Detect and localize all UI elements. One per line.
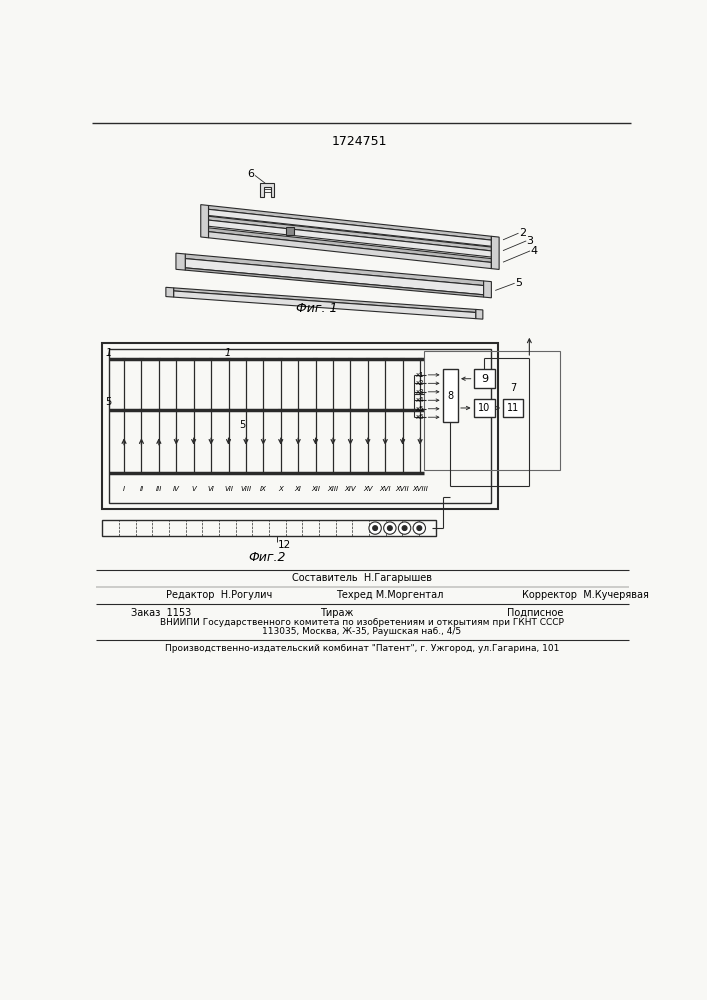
- Text: XIII: XIII: [327, 486, 339, 492]
- Polygon shape: [209, 205, 491, 240]
- Polygon shape: [209, 228, 491, 262]
- Text: 11: 11: [507, 403, 519, 413]
- Polygon shape: [209, 232, 491, 269]
- Text: XVIII: XVIII: [412, 486, 428, 492]
- Bar: [503, 399, 523, 417]
- Circle shape: [373, 526, 378, 530]
- Text: XII: XII: [311, 486, 320, 492]
- Polygon shape: [185, 254, 484, 286]
- Text: 1: 1: [199, 205, 206, 215]
- Text: Корректор  М.Кучерявая: Корректор М.Кучерявая: [522, 590, 649, 600]
- Text: 3: 3: [527, 236, 534, 246]
- Text: VIII: VIII: [240, 486, 252, 492]
- Text: 4: 4: [530, 246, 537, 256]
- Text: Тираж: Тираж: [320, 608, 353, 618]
- Text: XV: XV: [363, 486, 373, 492]
- Bar: [474, 399, 495, 417]
- Polygon shape: [491, 236, 499, 269]
- Text: I: I: [123, 486, 125, 492]
- Text: Техред М.Моргентал: Техред М.Моргентал: [337, 590, 444, 600]
- Text: x3: x3: [415, 389, 424, 395]
- Text: III: III: [156, 486, 162, 492]
- Circle shape: [384, 522, 396, 534]
- Polygon shape: [185, 268, 484, 297]
- Text: x5: x5: [416, 406, 424, 412]
- Text: IX: IX: [260, 486, 267, 492]
- Bar: [103, 343, 498, 509]
- Text: 10: 10: [478, 403, 491, 413]
- Text: Фиг. 1: Фиг. 1: [296, 302, 338, 315]
- Bar: [474, 369, 495, 388]
- Text: IV: IV: [173, 486, 180, 492]
- Polygon shape: [185, 259, 484, 295]
- Text: XIV: XIV: [344, 486, 356, 492]
- Text: XI: XI: [295, 486, 302, 492]
- Text: 5: 5: [515, 278, 522, 288]
- Text: 9: 9: [481, 374, 488, 384]
- Polygon shape: [209, 220, 491, 257]
- Text: VII: VII: [224, 486, 233, 492]
- Polygon shape: [286, 227, 293, 235]
- Text: 1: 1: [105, 348, 112, 358]
- Text: 113035, Москва, Ж-35, Раушская наб., 4/5: 113035, Москва, Ж-35, Раушская наб., 4/5: [262, 627, 462, 636]
- Text: 6: 6: [247, 169, 255, 179]
- Polygon shape: [174, 291, 476, 319]
- Text: Редактор  Н.Рогулич: Редактор Н.Рогулич: [166, 590, 272, 600]
- Polygon shape: [209, 216, 491, 251]
- Bar: [424, 351, 559, 470]
- Text: x6: x6: [415, 414, 424, 420]
- Text: 7: 7: [510, 383, 516, 393]
- Polygon shape: [476, 309, 483, 319]
- Text: Составитель  Н.Гагарышев: Составитель Н.Гагарышев: [292, 573, 432, 583]
- Text: 1: 1: [225, 348, 230, 358]
- Polygon shape: [174, 288, 476, 312]
- Polygon shape: [484, 281, 491, 298]
- Circle shape: [413, 522, 426, 534]
- Text: V: V: [192, 486, 196, 492]
- Polygon shape: [201, 205, 209, 238]
- Text: Заказ  1153: Заказ 1153: [131, 608, 192, 618]
- Text: 2: 2: [519, 228, 526, 238]
- Text: XVI: XVI: [380, 486, 391, 492]
- Text: x1: x1: [415, 372, 424, 378]
- Bar: [103, 520, 436, 536]
- Text: 5: 5: [240, 420, 245, 430]
- Text: 8: 8: [448, 391, 453, 401]
- Text: X: X: [279, 486, 283, 492]
- Text: XVII: XVII: [396, 486, 409, 492]
- Text: Подписное: Подписное: [507, 608, 563, 618]
- Text: II: II: [139, 486, 144, 492]
- Text: x2: x2: [416, 380, 424, 386]
- Text: x4: x4: [416, 397, 424, 403]
- Polygon shape: [166, 287, 174, 297]
- Bar: [109, 349, 491, 503]
- Circle shape: [387, 526, 392, 530]
- Circle shape: [417, 526, 421, 530]
- Text: 1724751: 1724751: [332, 135, 387, 148]
- Circle shape: [369, 522, 381, 534]
- Bar: [443, 369, 458, 422]
- Text: Производственно-издательский комбинат "Патент", г. Ужгород, ул.Гагарина, 101: Производственно-издательский комбинат "П…: [165, 644, 559, 653]
- Circle shape: [402, 526, 407, 530]
- Text: 5: 5: [105, 397, 112, 407]
- Polygon shape: [176, 253, 185, 270]
- Text: 12: 12: [278, 540, 291, 550]
- Text: Фиг.2: Фиг.2: [248, 551, 286, 564]
- Text: ВНИИПИ Государственного комитета по изобретениям и открытиям при ГКНТ СССР: ВНИИПИ Государственного комитета по изоб…: [160, 618, 564, 627]
- Polygon shape: [260, 183, 274, 197]
- Polygon shape: [209, 209, 491, 246]
- Text: VI: VI: [208, 486, 214, 492]
- Circle shape: [398, 522, 411, 534]
